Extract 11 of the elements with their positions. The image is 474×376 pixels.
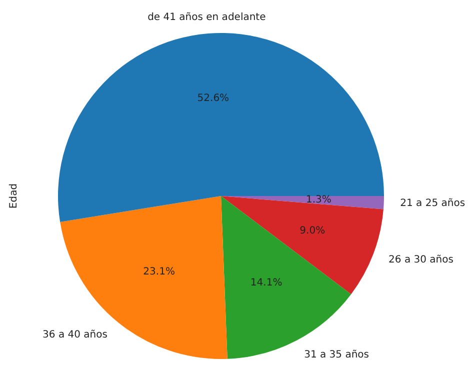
data-label: 52.6% bbox=[197, 93, 230, 104]
data-label: 9.0% bbox=[300, 225, 326, 236]
text: Edad bbox=[8, 183, 20, 209]
data-label: 23.1% bbox=[143, 266, 175, 278]
slice-label: de 41 años en adelante bbox=[148, 12, 266, 23]
slice-label: 21 a 25 años bbox=[400, 198, 466, 209]
slice-label: 36 a 40 años bbox=[42, 329, 108, 340]
slice-label: 31 a 35 años bbox=[304, 349, 369, 360]
data-label: 1.3% bbox=[306, 194, 332, 206]
slice-label: 26 a 30 años bbox=[388, 254, 454, 266]
data-label: 14.1% bbox=[250, 277, 282, 288]
